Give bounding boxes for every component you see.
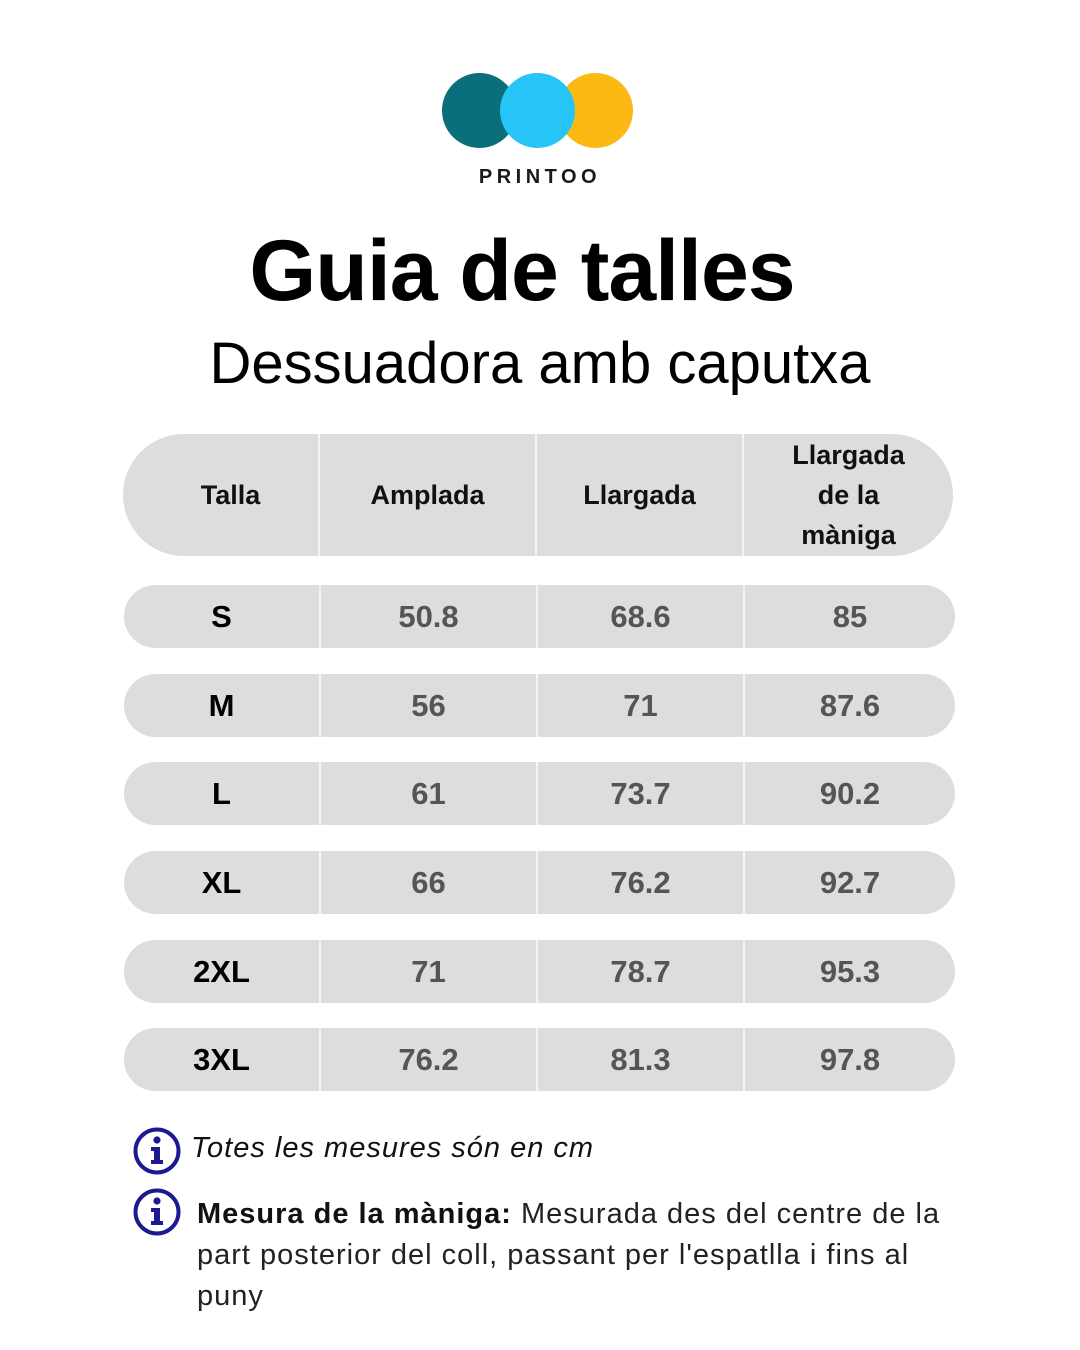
- sleeve-note-body: Mesurada des del centre de la part poste…: [197, 1198, 941, 1312]
- maniga-cell: 95.3: [819, 953, 881, 989]
- size-cell: XL: [124, 851, 321, 914]
- amplada-cell: 56: [321, 674, 538, 737]
- table-row: L 61 73.7 90.2: [124, 762, 955, 825]
- info-icon: [133, 1188, 181, 1236]
- page-title-text: Guia de talles: [249, 223, 795, 319]
- header-llargada: Llargada: [537, 434, 744, 556]
- amplada-cell: 66: [321, 851, 538, 914]
- size-cell: 2XL: [124, 940, 321, 1003]
- size-cell: 3XL: [124, 1028, 321, 1091]
- size-cell: L: [124, 762, 321, 825]
- size-table-header: Talla Amplada Llargada Llargada de la mà…: [123, 434, 953, 556]
- maniga-cell: 87.6: [819, 687, 881, 723]
- page-title: Guia de talles: [0, 222, 1080, 321]
- header-talla: Talla: [123, 434, 320, 556]
- info-icon: [133, 1127, 181, 1175]
- amplada-cell: 61: [321, 762, 538, 825]
- header-llargada-maniga: Llargada de la màniga: [744, 434, 953, 556]
- maniga-cell: 97.8: [819, 1041, 881, 1077]
- llargada-cell: 73.7: [538, 762, 745, 825]
- table-row: 2XL 71 78.7 95.3: [124, 940, 955, 1003]
- llargada-cell: 71: [538, 674, 745, 737]
- header-llargada-maniga-label: Llargada de la màniga: [792, 440, 905, 550]
- amplada-cell: 71: [321, 940, 538, 1003]
- amplada-cell: 50.8: [321, 585, 538, 648]
- llargada-cell: 78.7: [538, 940, 745, 1003]
- table-row: 3XL 76.2 81.3 97.8: [124, 1028, 955, 1091]
- size-cell: M: [124, 674, 321, 737]
- sleeve-note-label: Mesura de la màniga:: [197, 1198, 512, 1230]
- table-row: XL 66 76.2 92.7: [124, 851, 955, 914]
- table-row: M 56 71 87.6: [124, 674, 955, 737]
- brand-name: PRINTOO: [478, 166, 602, 188]
- printoo-logo: [442, 73, 633, 148]
- llargada-cell: 76.2: [538, 851, 745, 914]
- table-row: S 50.8 68.6 85: [124, 585, 955, 648]
- page-subtitle: Dessuadora amb caputxa: [209, 331, 871, 396]
- header-amplada: Amplada: [320, 434, 537, 556]
- maniga-cell: 92.7: [819, 864, 881, 900]
- maniga-cell: 90.2: [819, 775, 881, 811]
- sleeve-note-text: Mesura de la màniga: Mesurada des del ce…: [197, 1194, 977, 1317]
- maniga-cell: 85: [832, 598, 868, 634]
- units-note-text: Totes les mesures són en cm: [191, 1132, 595, 1164]
- llargada-cell: 68.6: [538, 585, 745, 648]
- llargada-cell: 81.3: [538, 1028, 745, 1091]
- size-cell: S: [124, 585, 321, 648]
- amplada-cell: 76.2: [321, 1028, 538, 1091]
